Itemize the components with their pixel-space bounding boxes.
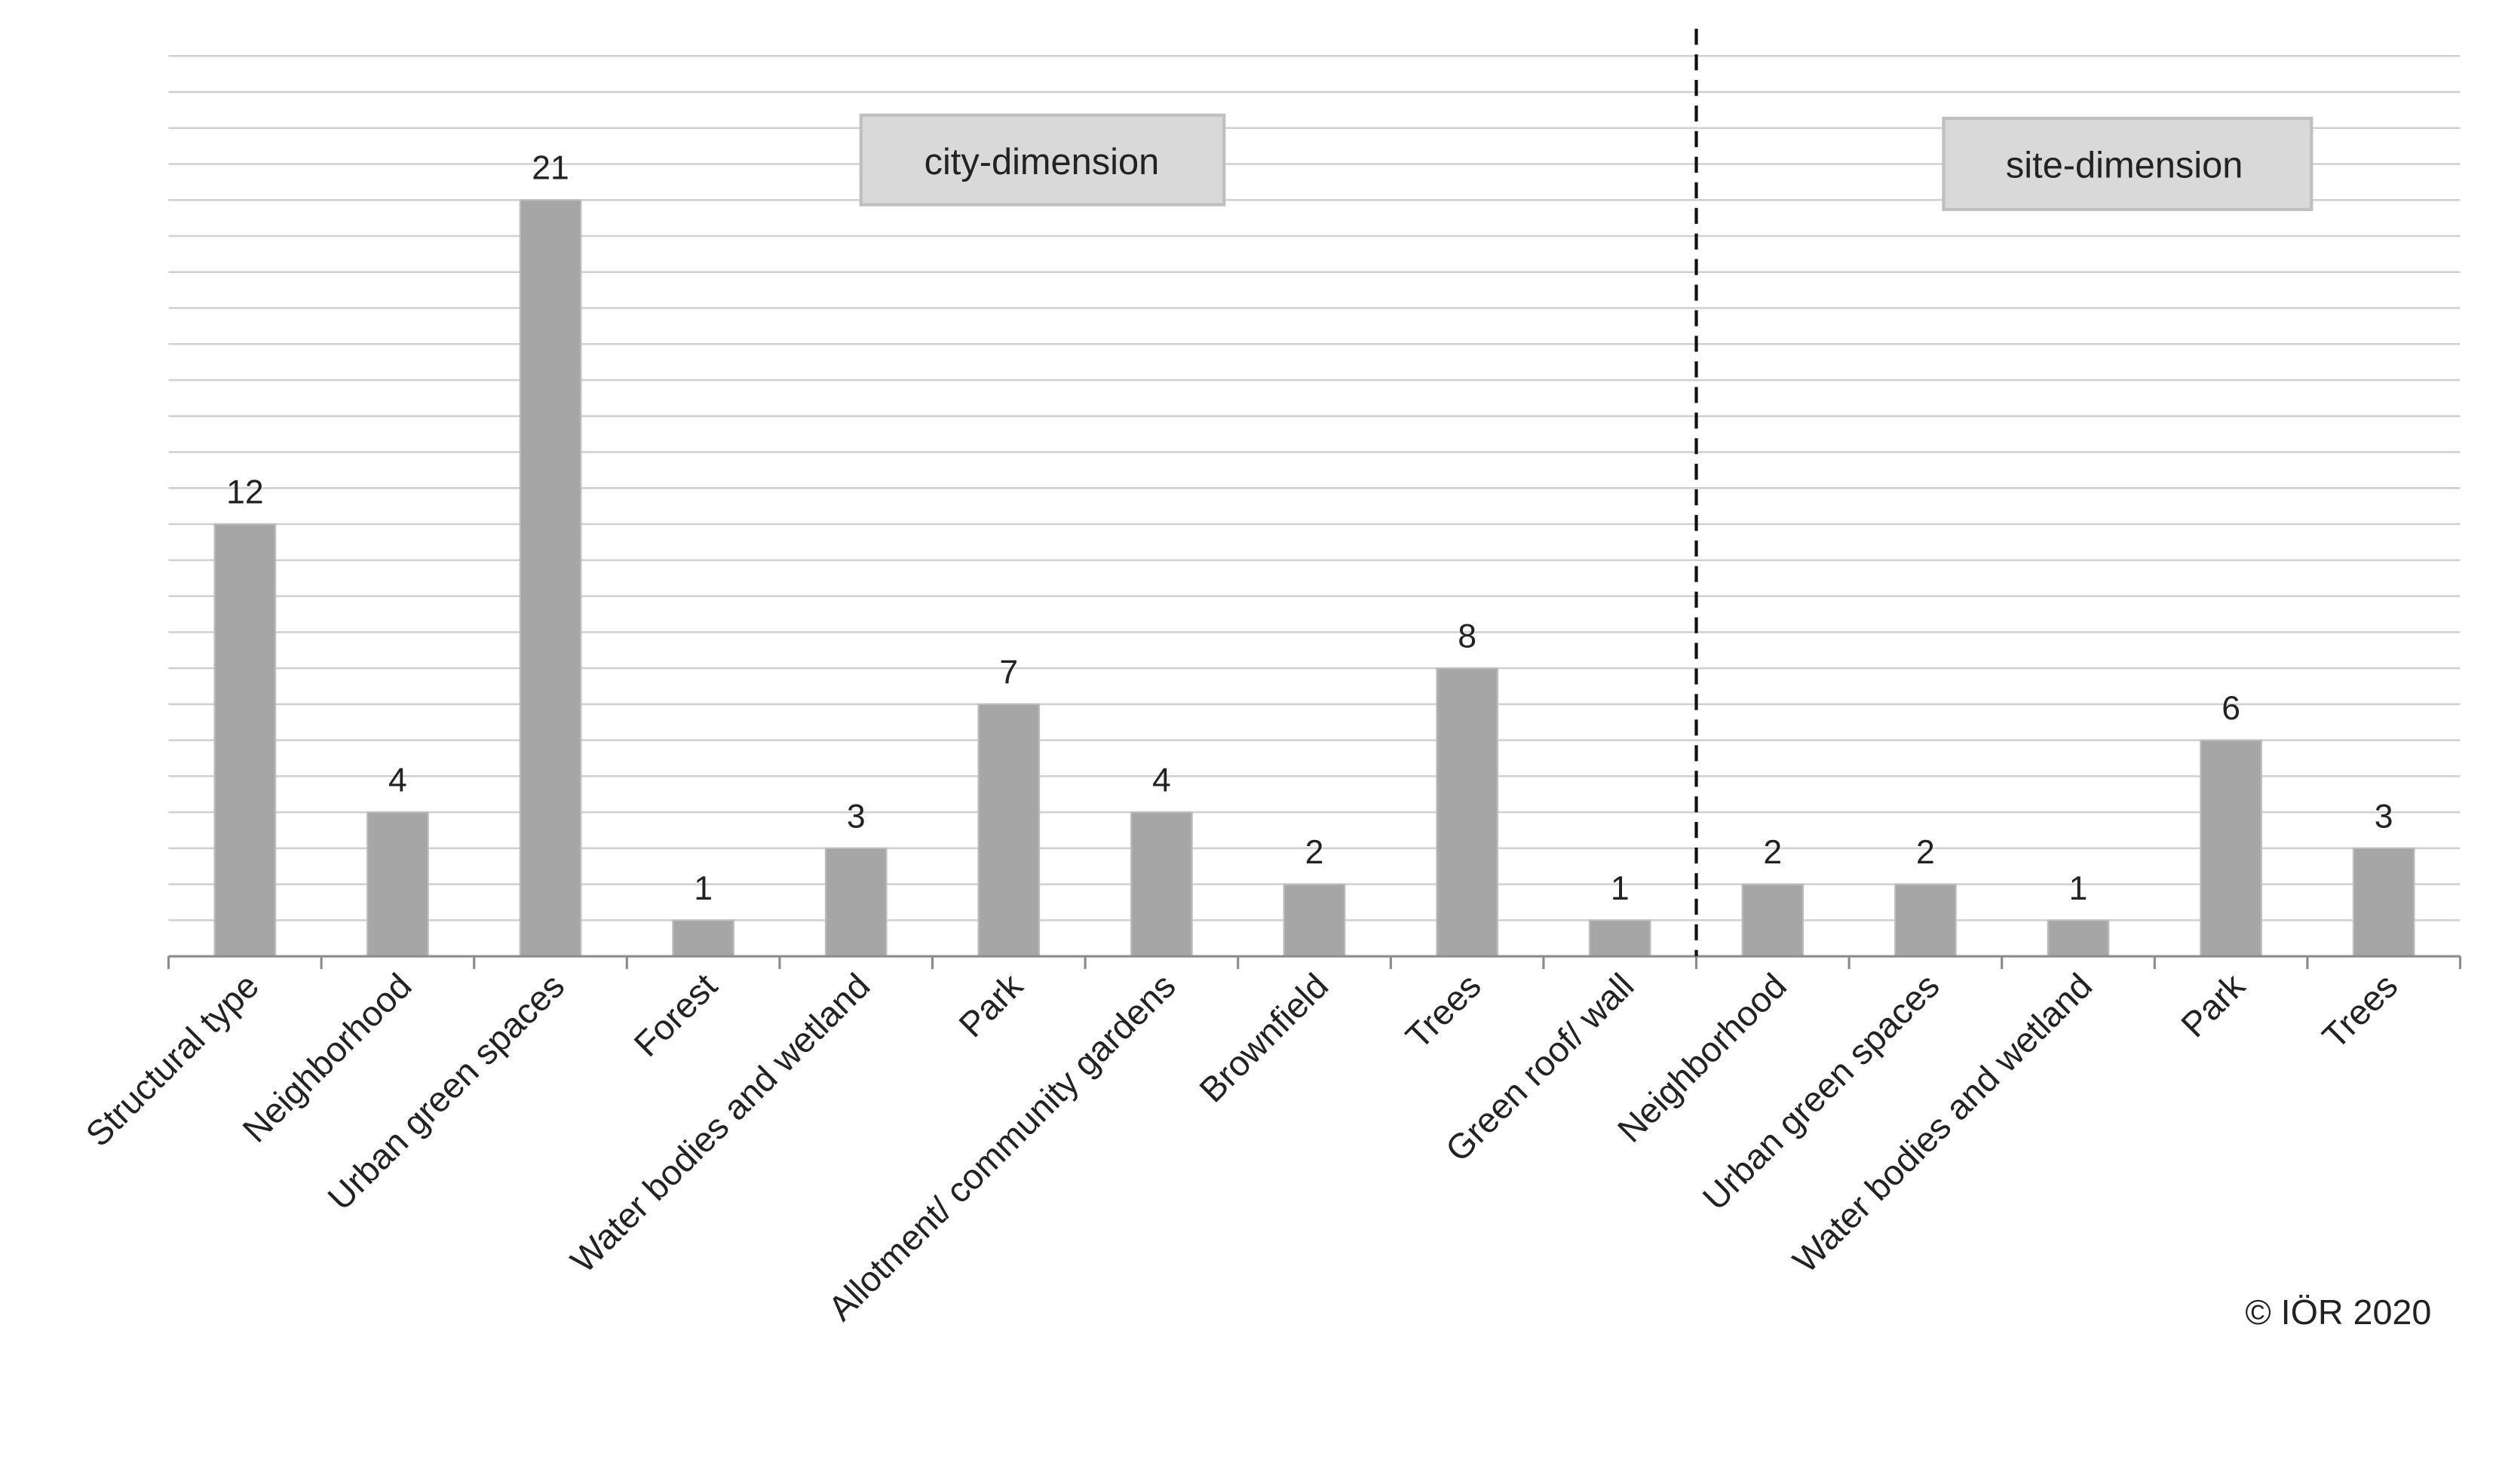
bar	[1741, 883, 1805, 958]
bar	[366, 811, 429, 958]
data-label: 1	[694, 870, 713, 907]
data-label: 1	[2069, 870, 2088, 907]
bar	[2352, 847, 2415, 958]
data-label: 7	[999, 654, 1018, 691]
bar	[519, 199, 582, 958]
data-label: 4	[388, 762, 407, 799]
bar	[1130, 811, 1193, 958]
bar	[2047, 919, 2110, 958]
bar	[672, 919, 734, 958]
city-dimension-label: city-dimension	[925, 142, 1160, 182]
category-label: Trees	[1398, 966, 1489, 1056]
bar	[213, 523, 277, 958]
bar	[977, 703, 1041, 958]
data-label: 21	[532, 150, 569, 187]
data-label: 8	[1458, 618, 1476, 655]
site-dimension-label: site-dimension	[2006, 145, 2243, 186]
data-label: 4	[1152, 762, 1171, 799]
data-label: 1	[1611, 870, 1630, 907]
data-label: 2	[1763, 834, 1782, 871]
data-label: 3	[847, 798, 866, 835]
category-label: Park	[952, 965, 1031, 1044]
category-label: Trees	[2315, 966, 2406, 1056]
site-dimension-box: site-dimension	[1942, 116, 2314, 211]
data-label: 3	[2375, 798, 2393, 835]
data-label: 6	[2222, 690, 2240, 727]
bar	[1436, 667, 1498, 958]
bar	[1894, 883, 1957, 958]
data-label: 12	[226, 474, 264, 511]
bar	[824, 847, 888, 958]
category-label: Water bodies and wetland	[563, 966, 878, 1280]
data-label: 2	[1305, 834, 1324, 871]
bar	[1283, 883, 1346, 958]
bar	[2200, 739, 2262, 958]
copyright: © IÖR 2020	[2245, 1292, 2431, 1332]
category-label: Brownfield	[1192, 966, 1336, 1110]
category-label: Park	[2173, 965, 2252, 1044]
city-dimension-box: city-dimension	[859, 113, 1226, 207]
category-label: Water bodies and wetland	[1785, 966, 2099, 1280]
bar	[1588, 919, 1651, 958]
data-label: 2	[1916, 834, 1935, 871]
category-label: Forest	[627, 966, 725, 1064]
